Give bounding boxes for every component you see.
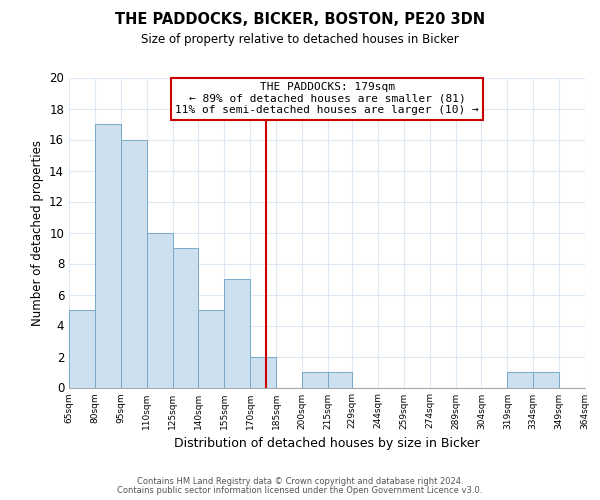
- Bar: [533, 372, 559, 388]
- Y-axis label: Number of detached properties: Number of detached properties: [31, 140, 44, 326]
- Bar: [250, 356, 276, 388]
- Bar: [173, 248, 199, 388]
- Text: Contains HM Land Registry data © Crown copyright and database right 2024.: Contains HM Land Registry data © Crown c…: [137, 477, 463, 486]
- Bar: [95, 124, 121, 388]
- Bar: [302, 372, 328, 388]
- X-axis label: Distribution of detached houses by size in Bicker: Distribution of detached houses by size …: [174, 437, 480, 450]
- Bar: [199, 310, 224, 388]
- Bar: [224, 279, 250, 388]
- Bar: [69, 310, 95, 388]
- Text: THE PADDOCKS, BICKER, BOSTON, PE20 3DN: THE PADDOCKS, BICKER, BOSTON, PE20 3DN: [115, 12, 485, 28]
- Bar: [328, 372, 352, 388]
- Text: Contains public sector information licensed under the Open Government Licence v3: Contains public sector information licen…: [118, 486, 482, 495]
- Bar: [121, 140, 146, 388]
- Bar: [146, 232, 173, 388]
- Text: THE PADDOCKS: 179sqm
← 89% of detached houses are smaller (81)
11% of semi-detac: THE PADDOCKS: 179sqm ← 89% of detached h…: [175, 82, 479, 116]
- Bar: [508, 372, 533, 388]
- Text: Size of property relative to detached houses in Bicker: Size of property relative to detached ho…: [141, 32, 459, 46]
